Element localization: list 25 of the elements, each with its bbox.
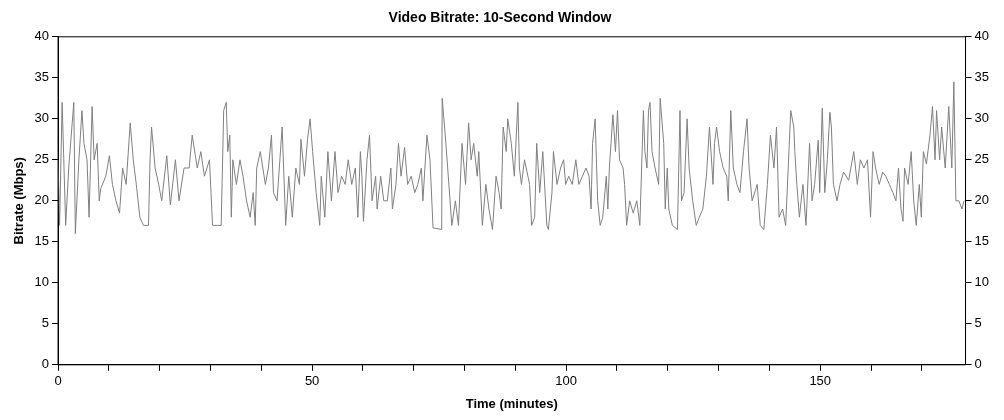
chart-title: Video Bitrate: 10-Second Window — [388, 9, 612, 26]
y-tick-label: 10 — [34, 274, 50, 290]
y-tick-label: 30 — [34, 110, 50, 126]
x-tick-label: 50 — [304, 373, 320, 389]
y-tick-label: 25 — [34, 151, 50, 167]
y-tick-label: 0 — [41, 356, 50, 372]
y2-tick-label: 10 — [974, 274, 990, 290]
y2-tick-label: 20 — [974, 192, 990, 208]
y2-tick-label: 0 — [974, 356, 982, 372]
y2-tick-label: 35 — [974, 69, 990, 85]
x-tick-label: 100 — [555, 373, 578, 389]
y-tick-label: 20 — [34, 192, 50, 208]
y2-tick-label: 30 — [974, 110, 990, 126]
y2-tick-label: 5 — [974, 315, 982, 331]
x-axis-title: Time (minutes) — [465, 395, 558, 411]
y2-tick-label: 15 — [974, 233, 990, 249]
y-tick-label: 35 — [34, 69, 50, 85]
y-tick-label: 15 — [34, 233, 50, 249]
y-axis-title: Bitrate (Mbps) — [11, 157, 27, 245]
y-tick-label: 40 — [34, 28, 50, 44]
y-tick-label: 5 — [41, 315, 50, 331]
y2-tick-label: 40 — [974, 28, 990, 44]
y2-tick-label: 25 — [974, 151, 990, 167]
x-tick-label: 150 — [809, 373, 832, 389]
x-tick-label: 0 — [54, 373, 62, 389]
